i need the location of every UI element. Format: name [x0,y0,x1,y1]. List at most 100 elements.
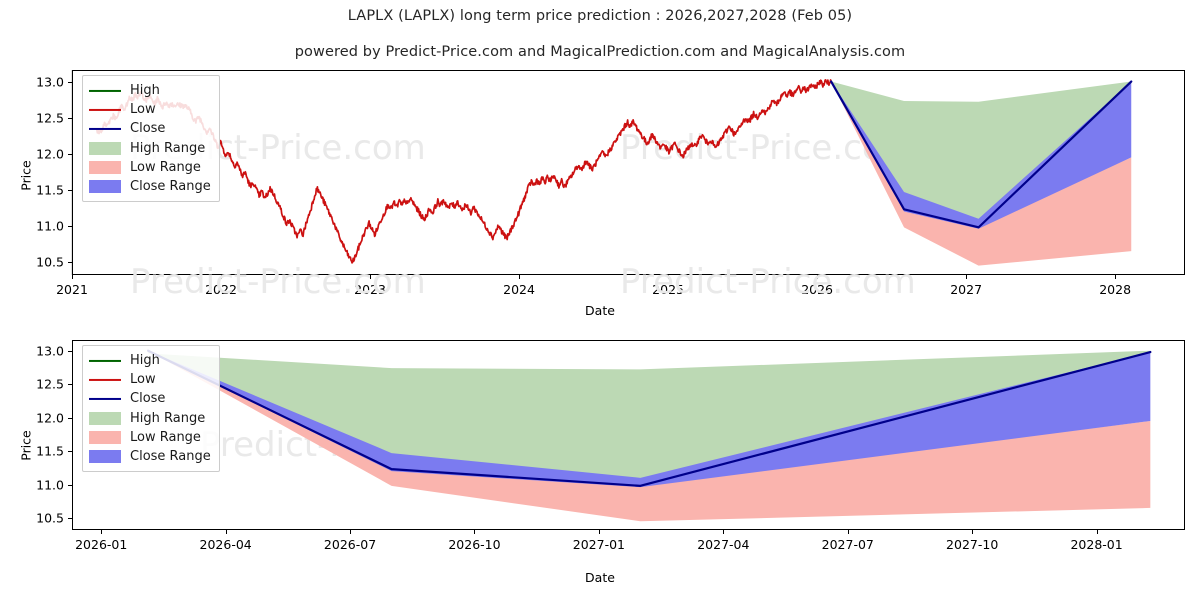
y-tickmark [68,517,72,519]
legend-item-high[interactable]: High [89,351,211,370]
x-tick-label: 2026-01 [75,537,128,552]
legend-item-low-range[interactable]: Low Range [89,158,211,177]
x-tickmark [847,530,849,534]
x-tick-label: 2027-10 [946,537,999,552]
top-x-axis-label: Date [585,303,615,318]
y-tickmark [68,451,72,453]
legend-swatch-high-range-icon [89,141,121,155]
y-tickmark [68,225,72,227]
x-tick-label: 2023 [354,282,386,297]
legend-label: Low [130,372,156,388]
low-range-band [831,81,1132,266]
x-tick-label: 2027 [950,282,983,297]
legend-swatch-close-icon [89,123,121,135]
legend-label: High [130,353,160,369]
low-range-band [148,350,1151,522]
y-tick-label: 12.0 [36,410,64,426]
x-tick-label: 2022 [205,282,237,297]
legend-item-close[interactable]: Close [89,119,211,138]
y-tickmark [68,484,72,486]
legend-label: High Range [130,410,206,426]
x-tickmark [1115,275,1117,279]
y-tickmark [68,189,72,191]
x-tickmark [598,530,600,534]
legend-swatch-low-icon [89,104,121,116]
legend-item-close[interactable]: Close [89,389,211,408]
legend-label: Low [130,102,156,118]
x-tickmark [723,530,725,534]
x-tickmark [972,530,974,534]
x-tick-label: 2026 [801,282,834,297]
bottom-legend[interactable]: High Low Close High Range Low Range Close Ran… [82,345,220,473]
x-tick-label: 2027-07 [821,537,874,552]
top-data-layer [95,78,1133,266]
legend-item-close-range[interactable]: Close Range [89,177,211,196]
legend-label: Close Range [130,179,211,195]
legend-item-high-range[interactable]: High Range [89,139,211,158]
x-tick-label: 2024 [503,282,535,297]
legend-label: Low Range [130,429,201,445]
page-subtitle: powered by Predict-Price.com and Magical… [294,44,906,60]
high-range-band [148,350,1151,482]
legend-item-close-range[interactable]: Close Range [89,447,211,466]
y-tick-label: 12.5 [36,110,64,126]
x-tickmark [225,530,227,534]
x-tick-label: 2026-10 [448,537,501,552]
legend-swatch-close-icon [89,393,121,405]
legend-label: High [130,83,160,99]
legend-item-low[interactable]: Low [89,370,211,389]
legend-item-low[interactable]: Low [89,100,211,119]
close-range-band [148,350,1151,488]
legend-label: Close [130,391,166,407]
bottom-data-layer [147,349,1152,522]
legend-swatch-high-icon [89,355,121,367]
top-chart-panel: Price Date Predict-Price.com Predict-Pric… [0,0,1200,310]
y-tick-label: 12.0 [36,146,64,162]
legend-swatch-close-range-icon [89,180,121,194]
legend-label: High Range [130,140,206,156]
legend-swatch-close-range-icon [89,450,121,464]
legend-item-high-range[interactable]: High Range [89,409,211,428]
legend-swatch-low-range-icon [89,160,121,174]
y-tick-label: 13.0 [36,343,64,359]
x-tick-label: 2028 [1099,282,1132,297]
x-tickmark [350,530,352,534]
y-tick-label: 11.0 [36,218,64,234]
y-tick-label: 10.5 [36,510,64,526]
x-tickmark [1096,530,1098,534]
y-tick-label: 11.5 [36,443,64,459]
x-tickmark [519,275,521,279]
page-title: LAPLX (LAPLX) long term price prediction… [347,8,853,24]
y-tick-label: 11.5 [36,182,64,198]
x-tick-label: 2025 [652,282,684,297]
y-tickmark [68,417,72,419]
y-tickmark [68,262,72,263]
close-range-band [831,81,1132,229]
x-tickmark [72,275,73,279]
x-tick-label: 2026-04 [199,537,252,552]
y-tickmark [68,384,72,386]
close-forecast-line [147,349,1152,487]
legend-swatch-high-icon [89,85,121,97]
x-tick-label: 2021 [56,282,88,297]
x-tickmark [474,530,476,534]
y-tickmark [68,117,72,119]
y-tick-label: 11.0 [36,477,64,492]
x-tick-label: 2027-01 [572,537,626,552]
legend-swatch-low-range-icon [89,430,121,444]
x-tick-label: 2027-04 [697,537,750,552]
x-tickmark [221,275,223,279]
bottom-chart-panel: Price Date Predict-Price.comPredict-Pric… [0,330,1200,600]
x-tickmark [668,275,670,279]
y-tick-label: 10.5 [36,254,64,270]
top-legend[interactable]: High Low Close High Range Low Range Close Ran… [82,75,220,203]
x-tickmark [966,275,968,279]
legend-item-high[interactable]: High [89,81,211,100]
y-tick-label: 12.5 [36,376,64,392]
legend-swatch-high-range-icon [89,411,121,425]
y-tickmark [68,350,72,352]
legend-item-low-range[interactable]: Low Range [89,428,211,447]
close-forecast-line [830,80,1133,229]
x-tickmark [370,275,372,279]
legend-label: Close [130,121,166,137]
